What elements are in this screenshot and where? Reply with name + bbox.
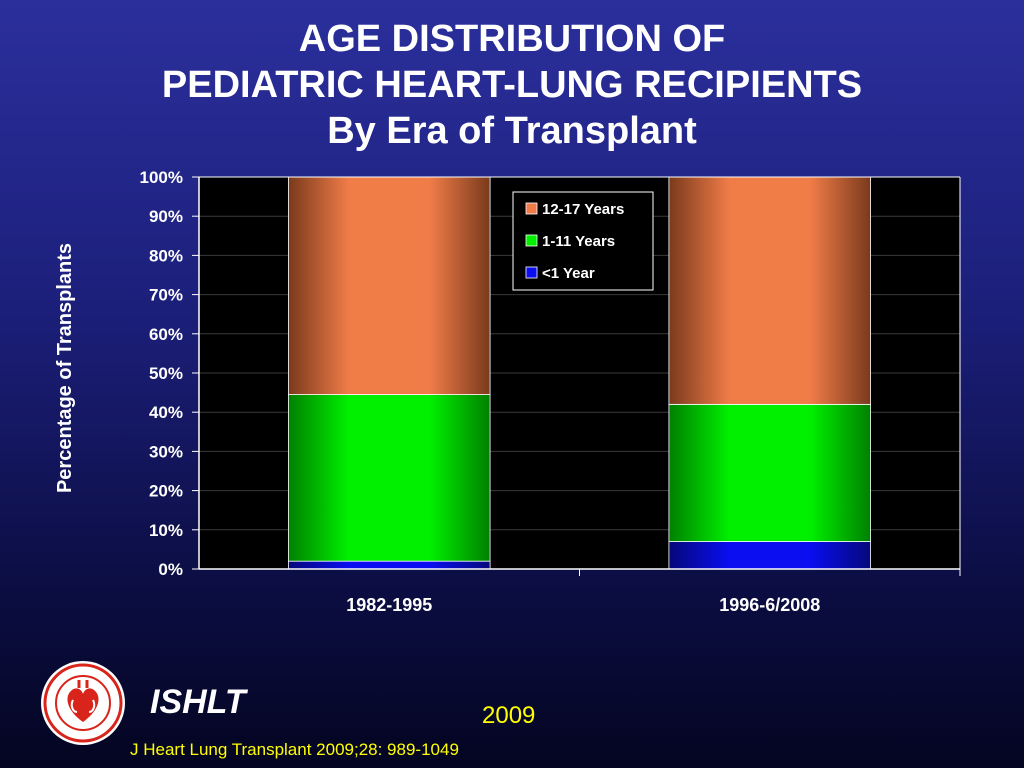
y-tick-label: 40% — [149, 403, 183, 422]
y-tick-label: 70% — [149, 286, 183, 305]
y-axis-label: Percentage of Transplants — [54, 243, 76, 493]
y-tick-label: 60% — [149, 325, 183, 344]
stacked-bar-chart: 0% 10% 20% 30% 40% 50% 60% 70% 80% 90% 100% 1982-1… — [54, 168, 961, 615]
legend-label: 1-11 Years — [542, 233, 615, 250]
bar-segment-1-11-years — [288, 394, 491, 562]
citation: J Heart Lung Transplant 2009;28: 989-104… — [130, 740, 459, 759]
legend-swatch — [525, 202, 538, 215]
x-tick-label: 1996-6/2008 — [719, 595, 820, 615]
chart-title: AGE DISTRIBUTION OF PEDIATRIC HEART-LUNG… — [0, 16, 1024, 154]
y-tick-label: 50% — [149, 364, 183, 383]
bar-segment-1-year — [288, 560, 491, 570]
ishlt-brand: ISHLT — [150, 683, 246, 721]
y-tick-label: 90% — [149, 207, 183, 226]
x-tick-label: 1982-1995 — [346, 595, 432, 615]
title-line-2: PEDIATRIC HEART-LUNG RECIPIENTS — [161, 64, 863, 106]
bar-segment-1-year — [668, 541, 871, 570]
legend-label: <1 Year — [542, 265, 595, 282]
y-tick-labels: 0% 10% 20% 30% 40% 50% 60% 70% 80% 90% 100% — [140, 168, 183, 579]
axes — [192, 176, 961, 576]
y-tick-label: 100% — [140, 168, 183, 187]
legend-swatch — [525, 234, 538, 247]
title-line-1: AGE DISTRIBUTION OF — [298, 18, 726, 60]
title-line-3: By Era of Transplant — [327, 110, 697, 152]
x-tick-labels: 1982-1995 1996-6/2008 — [346, 595, 820, 615]
bar-segment-12-17-years — [288, 176, 491, 395]
legend-label: 12-17 Years — [542, 201, 624, 218]
publication-year: 2009 — [482, 702, 536, 729]
bars — [288, 176, 871, 570]
y-tick-label: 20% — [149, 482, 183, 501]
legend: 12-17 Years 1-11 Years <1 Year — [512, 191, 654, 291]
ishlt-logo — [41, 661, 125, 745]
bar-segment-12-17-years — [668, 176, 871, 405]
legend-swatch — [525, 266, 538, 279]
y-tick-label: 80% — [149, 246, 183, 265]
y-tick-label: 30% — [149, 442, 183, 461]
y-tick-label: 10% — [149, 521, 183, 540]
bar-segment-1-11-years — [668, 403, 871, 542]
y-tick-label: 0% — [158, 560, 183, 579]
